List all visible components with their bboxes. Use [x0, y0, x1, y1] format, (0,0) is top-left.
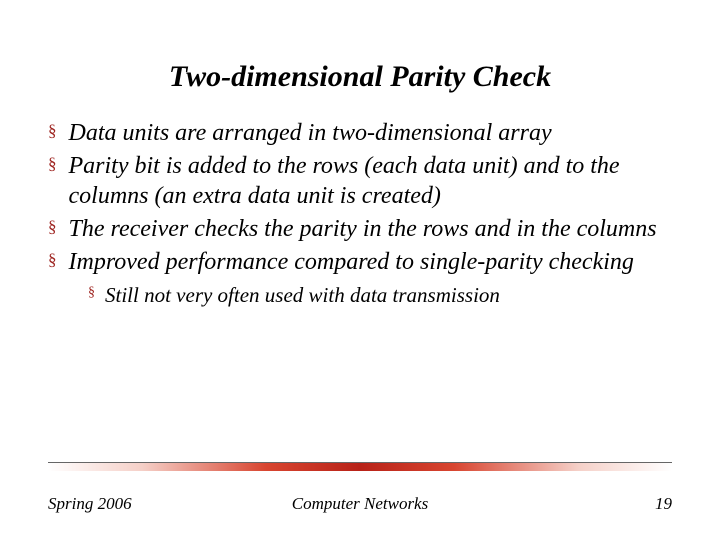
bullet-item: § Improved performance compared to singl…	[48, 247, 672, 278]
bullet-text: Parity bit is added to the rows (each da…	[69, 151, 673, 212]
slide-content: § Data units are arranged in two-dimensi…	[0, 118, 720, 309]
footer-left: Spring 2006	[48, 494, 256, 514]
bullet-marker-icon: §	[48, 151, 57, 177]
divider	[48, 462, 672, 472]
sub-bullet-marker-icon: §	[88, 282, 95, 303]
footer-page-number: 19	[464, 494, 672, 514]
bullet-list: § Data units are arranged in two-dimensi…	[48, 118, 672, 278]
bullet-item: § The receiver checks the parity in the …	[48, 214, 672, 245]
bullet-text: The receiver checks the parity in the ro…	[69, 214, 673, 245]
sub-bullet-list: § Still not very often used with data tr…	[88, 282, 672, 309]
footer-center: Computer Networks	[256, 494, 464, 514]
bullet-item: § Data units are arranged in two-dimensi…	[48, 118, 672, 149]
bullet-item: § Parity bit is added to the rows (each …	[48, 151, 672, 212]
sub-bullet-text: Still not very often used with data tran…	[105, 282, 672, 309]
bullet-marker-icon: §	[48, 118, 57, 144]
bullet-text: Data units are arranged in two-dimension…	[69, 118, 673, 149]
slide: Two-dimensional Parity Check § Data unit…	[0, 0, 720, 540]
slide-title: Two-dimensional Parity Check	[0, 0, 720, 118]
footer: Spring 2006 Computer Networks 19	[0, 494, 720, 514]
bullet-marker-icon: §	[48, 214, 57, 240]
sub-bullet-item: § Still not very often used with data tr…	[88, 282, 672, 309]
bullet-marker-icon: §	[48, 247, 57, 273]
divider-gradient	[48, 463, 672, 471]
bullet-text: Improved performance compared to single-…	[69, 247, 673, 278]
